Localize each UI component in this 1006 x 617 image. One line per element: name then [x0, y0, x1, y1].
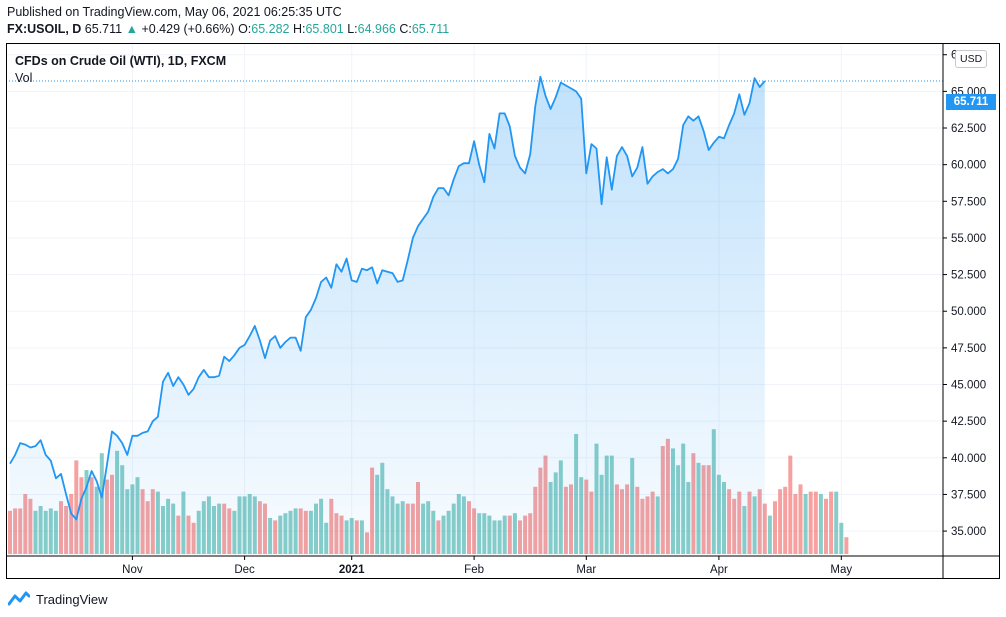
chart-frame: [6, 43, 1000, 579]
volume-bar: [844, 537, 849, 554]
volume-bar: [788, 455, 793, 554]
x-tick-label: Apr: [710, 564, 728, 576]
volume-bar: [808, 491, 813, 554]
volume-bar: [813, 491, 818, 554]
close-value: 65.711: [411, 22, 450, 36]
y-tick-label: 57.500: [951, 196, 986, 208]
chart-legend-title: CFDs on Crude Oil (WTI), 1D, FXCM: [15, 54, 227, 68]
open-value: 65.282: [251, 22, 290, 36]
open-label: O:: [238, 22, 252, 36]
volume-bar: [824, 498, 828, 554]
x-tick-label: Feb: [464, 564, 484, 576]
footer-brand-label: TradingView: [36, 591, 108, 607]
y-tick-label: 50.000: [951, 306, 986, 318]
y-tick-label: 62.500: [951, 123, 986, 135]
close-label: C:: [399, 22, 412, 36]
published-caption: Published on TradingView.com, May 06, 20…: [7, 5, 342, 19]
low-label: L:: [347, 22, 358, 36]
volume-bar: [798, 484, 803, 554]
last-price-badge: 65.711: [946, 94, 996, 110]
x-tick-label: Nov: [122, 564, 143, 576]
currency-button[interactable]: USD: [955, 50, 988, 68]
y-tick-label: 45.000: [951, 380, 986, 392]
volume-bar: [767, 515, 772, 554]
y-tick-label: 60.000: [951, 160, 986, 172]
y-tick-label: 40.000: [951, 453, 986, 465]
volume-bar: [74, 460, 79, 554]
volume-bar: [793, 494, 798, 554]
price-area: [10, 76, 765, 556]
tradingview-logo-icon: [8, 591, 30, 606]
y-tick-label: 35.000: [951, 526, 986, 538]
y-tick-label: 52.500: [951, 270, 986, 282]
volume-bar: [818, 494, 823, 554]
y-tick-label: 55.000: [951, 233, 986, 245]
volume-bar: [773, 501, 777, 554]
x-tick-label: Dec: [234, 564, 255, 576]
y-tick-label: 42.500: [951, 416, 986, 428]
high-label: H:: [292, 22, 306, 36]
price-chart[interactable]: 35.000 37.500 40.000 42.500 45.000 47.500 50.0…: [6, 43, 1000, 579]
x-tick-label: 2021: [339, 564, 365, 576]
x-tick-label: May: [830, 564, 852, 576]
ohlc-readout: FX:USOIL, D 65.711 ▲ +0.429 (+0.66%) O:6…: [7, 22, 449, 36]
price-line: [9, 75, 766, 521]
volume-bar: [803, 494, 808, 554]
x-tick-label: Mar: [576, 564, 596, 576]
last-value: 65.711: [84, 22, 123, 36]
volume-bar: [834, 491, 839, 554]
change-value: +0.429 (+0.66%): [141, 22, 235, 36]
y-tick-label: 37.500: [951, 489, 986, 501]
up-arrow-icon: ▲: [125, 22, 138, 36]
high-value: 65.801: [305, 22, 344, 36]
low-value: 64.966: [357, 22, 396, 36]
volume-bar: [783, 486, 788, 554]
time-axis[interactable]: Nov Dec 2021 Feb Mar Apr May: [122, 556, 852, 576]
volume-bar: [778, 489, 783, 554]
y-tick-label: 47.500: [951, 343, 986, 355]
volume-bar: [839, 522, 844, 554]
volume-bar: [829, 491, 834, 554]
volume-legend-label: Vol: [15, 71, 33, 85]
symbol-label: FX:USOIL, D: [7, 22, 82, 36]
footer-brand[interactable]: TradingView: [8, 590, 108, 608]
